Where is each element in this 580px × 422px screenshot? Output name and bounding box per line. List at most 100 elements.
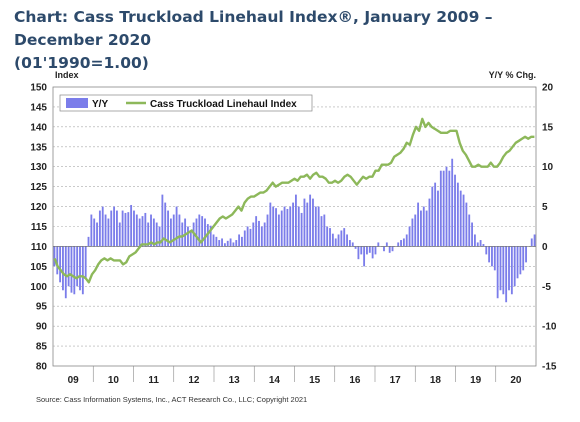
yy-bar [161, 194, 164, 247]
yy-bar [218, 240, 221, 247]
yy-bar [138, 218, 141, 247]
right-tick-label: 20 [542, 83, 554, 94]
yy-bar [135, 214, 138, 247]
left-tick-label: 135 [30, 142, 47, 153]
yy-bar [442, 170, 445, 247]
yy-bar [300, 212, 303, 247]
yy-bar [516, 246, 519, 279]
yy-bar [351, 242, 354, 247]
yy-bar [184, 218, 187, 247]
yy-bar [434, 182, 437, 247]
yy-bar [164, 202, 167, 247]
left-tick-label: 120 [30, 202, 47, 213]
yy-bar [169, 218, 172, 247]
yy-bar [437, 190, 439, 247]
yy-bar [79, 246, 81, 291]
yy-bar [246, 226, 249, 247]
yy-bar [422, 206, 425, 247]
yy-bar [189, 230, 192, 247]
yy-bar [70, 246, 73, 293]
left-tick-label: 105 [30, 262, 47, 273]
yy-bar [201, 216, 204, 247]
yy-bar [530, 238, 533, 247]
yy-bar [462, 194, 465, 247]
yy-bar [508, 246, 510, 291]
legend-label-index: Cass Truckload Linehaul Index [150, 99, 297, 110]
yy-bar [420, 210, 422, 247]
yy-bar [127, 212, 130, 247]
right-tick-label: -15 [542, 362, 557, 373]
chart-title: Chart: Cass Truckload Linehaul Index®, J… [14, 6, 574, 75]
yy-bar [479, 240, 482, 247]
yy-bar [377, 242, 380, 247]
yy-bar [459, 190, 462, 247]
yy-bar [405, 234, 408, 247]
x-tick-label: 16 [349, 375, 361, 386]
right-axis-label: Y/Y % Chg. [489, 70, 536, 80]
yy-bar [104, 214, 107, 247]
yy-bar [533, 234, 536, 247]
yy-bar [439, 170, 442, 247]
right-tick-label: 0 [542, 242, 548, 253]
yy-bar [152, 218, 155, 247]
yy-bar [357, 246, 360, 260]
yy-bar [260, 226, 263, 247]
yy-bar [425, 210, 428, 247]
yy-bar [317, 206, 320, 247]
yy-bar [326, 226, 329, 247]
yy-bar [76, 246, 79, 287]
x-tick-label: 18 [430, 375, 442, 386]
yy-bar [371, 246, 374, 259]
legend: Y/Y Cass Truckload Linehaul Index [59, 94, 313, 112]
yy-bar [488, 246, 491, 263]
yy-bar [346, 234, 348, 247]
yy-bar [223, 243, 226, 247]
yy-bar [113, 206, 116, 247]
yy-bar [368, 246, 371, 253]
left-tick-label: 85 [36, 342, 48, 353]
yy-bar [323, 214, 326, 247]
yy-bar [385, 242, 388, 247]
yy-bar [221, 238, 223, 247]
yy-bar [337, 234, 340, 247]
yy-bar [454, 174, 456, 247]
yy-bar [448, 170, 451, 247]
x-tick-label: 10 [108, 375, 120, 386]
yy-bar [451, 158, 454, 247]
yy-bar [329, 228, 331, 247]
yy-bar [510, 246, 513, 295]
left-tick-label: 110 [31, 242, 48, 253]
left-axis-label: Index [55, 70, 79, 80]
left-tick-label: 145 [30, 102, 47, 113]
left-tick-label: 125 [30, 182, 47, 193]
yy-bar [232, 242, 235, 247]
yy-bar [275, 208, 277, 247]
left-tick-label: 115 [31, 222, 48, 233]
yy-bar [471, 222, 473, 247]
yy-bar [343, 228, 346, 247]
right-tick-label: -5 [542, 282, 551, 293]
legend-swatch-bars [66, 98, 88, 108]
legend-label-yy: Y/Y [92, 99, 108, 110]
yy-bar [320, 216, 323, 247]
yy-bar [491, 246, 493, 267]
yy-bar [374, 246, 377, 255]
yy-bar [283, 206, 286, 247]
left-axis-ticks: 80 85 90 95 100 105 110 115 120 125 130 135 140 145 15… [30, 83, 47, 373]
yy-bar [522, 246, 525, 271]
yy-bar [303, 198, 306, 247]
yy-bar [144, 212, 147, 247]
yy-bar [141, 216, 144, 247]
yy-bar [354, 246, 357, 249]
left-tick-label: 80 [36, 362, 48, 373]
yy-bar [331, 233, 334, 247]
yy-bar [59, 246, 62, 283]
yy-bar [87, 236, 90, 247]
x-tick-label: 14 [269, 375, 281, 386]
x-tick-label: 12 [188, 375, 200, 386]
yy-bar [73, 246, 76, 295]
yy-bar [414, 214, 417, 247]
yy-bar [456, 182, 459, 247]
yy-bar [243, 230, 246, 247]
yy-bar [263, 222, 266, 247]
